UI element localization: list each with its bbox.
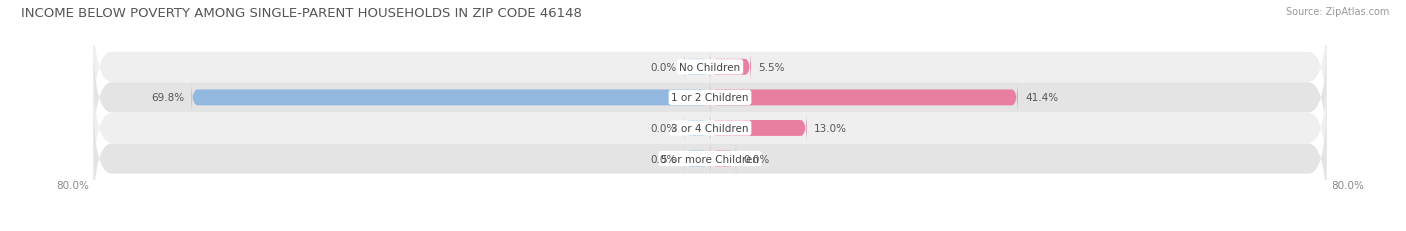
Text: 0.0%: 0.0% [651, 63, 676, 73]
Text: 0.0%: 0.0% [651, 123, 676, 133]
FancyBboxPatch shape [685, 51, 710, 84]
Text: 0.0%: 0.0% [651, 154, 676, 164]
FancyBboxPatch shape [710, 82, 1018, 114]
Text: 1 or 2 Children: 1 or 2 Children [671, 93, 749, 103]
FancyBboxPatch shape [93, 6, 1327, 129]
FancyBboxPatch shape [710, 112, 807, 145]
Text: No Children: No Children [679, 63, 741, 73]
FancyBboxPatch shape [191, 82, 710, 114]
FancyBboxPatch shape [93, 37, 1327, 159]
Text: 0.0%: 0.0% [744, 154, 769, 164]
FancyBboxPatch shape [685, 112, 710, 145]
FancyBboxPatch shape [710, 143, 735, 175]
FancyBboxPatch shape [93, 67, 1327, 189]
FancyBboxPatch shape [93, 98, 1327, 220]
FancyBboxPatch shape [685, 143, 710, 175]
Text: Source: ZipAtlas.com: Source: ZipAtlas.com [1285, 7, 1389, 17]
Text: 13.0%: 13.0% [814, 123, 846, 133]
Text: 3 or 4 Children: 3 or 4 Children [671, 123, 749, 133]
Text: 69.8%: 69.8% [150, 93, 184, 103]
Text: 5.5%: 5.5% [758, 63, 785, 73]
Text: INCOME BELOW POVERTY AMONG SINGLE-PARENT HOUSEHOLDS IN ZIP CODE 46148: INCOME BELOW POVERTY AMONG SINGLE-PARENT… [21, 7, 582, 20]
Text: 80.0%: 80.0% [56, 180, 89, 190]
Text: 80.0%: 80.0% [1331, 180, 1364, 190]
Text: 41.4%: 41.4% [1025, 93, 1059, 103]
FancyBboxPatch shape [710, 51, 751, 84]
Text: 5 or more Children: 5 or more Children [661, 154, 759, 164]
